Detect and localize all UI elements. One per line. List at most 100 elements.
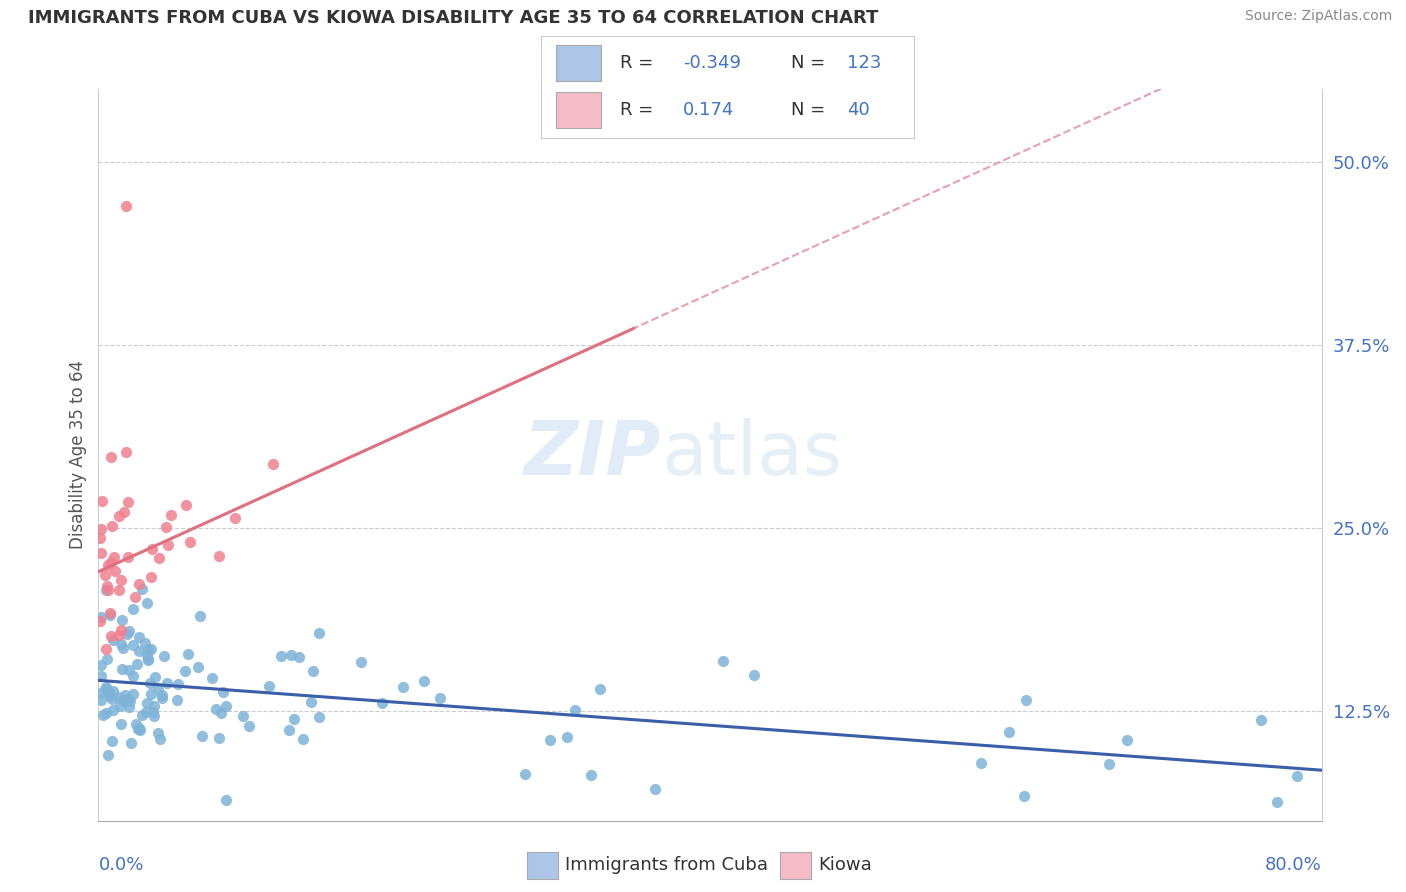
Point	[143, 698, 166, 713]
Point	[138, 643, 160, 657]
Point	[513, 767, 536, 781]
Point	[97, 685, 120, 699]
Point	[103, 684, 125, 698]
Point	[115, 627, 138, 641]
Point	[98, 690, 121, 704]
Point	[191, 729, 214, 743]
Point	[128, 577, 150, 591]
Point	[89, 614, 111, 628]
Point	[208, 731, 231, 745]
Point	[96, 680, 118, 694]
Bar	[557, 92, 600, 128]
Bar	[557, 45, 600, 81]
Text: Kiowa: Kiowa	[818, 856, 872, 874]
Text: 80.0%: 80.0%	[1265, 855, 1322, 873]
Point	[301, 664, 323, 678]
Point	[136, 653, 159, 667]
Point	[110, 637, 132, 651]
Point	[143, 670, 166, 684]
Point	[429, 690, 451, 705]
Point	[101, 633, 124, 648]
Point	[122, 669, 145, 683]
Point	[998, 725, 1021, 739]
Point	[1012, 789, 1035, 804]
Point	[100, 555, 122, 569]
Point	[350, 656, 373, 670]
Point	[97, 583, 120, 598]
Point	[101, 518, 124, 533]
Point	[139, 687, 162, 701]
Point	[135, 648, 157, 662]
Point	[134, 636, 156, 650]
Point	[96, 652, 118, 666]
Point	[1250, 713, 1272, 727]
Point	[188, 609, 211, 624]
Point	[166, 676, 188, 690]
Point	[101, 692, 124, 706]
Point	[538, 733, 561, 747]
Point	[108, 508, 131, 523]
Point	[157, 537, 180, 551]
Point	[270, 649, 292, 664]
Point	[308, 709, 330, 723]
Text: 40: 40	[846, 101, 869, 119]
Point	[291, 731, 314, 746]
Point	[263, 457, 285, 471]
Point	[208, 549, 231, 563]
Point	[94, 582, 117, 597]
Point	[103, 549, 125, 564]
Point	[107, 690, 129, 704]
Point	[155, 519, 177, 533]
Point	[131, 582, 153, 597]
Point	[122, 687, 145, 701]
Point	[94, 682, 117, 697]
Point	[111, 614, 134, 628]
Point	[174, 498, 197, 512]
Point	[112, 694, 135, 708]
Point	[120, 736, 142, 750]
Point	[150, 691, 173, 706]
Point	[742, 668, 765, 682]
Point	[114, 688, 136, 702]
Point	[215, 698, 238, 713]
Point	[136, 652, 159, 666]
Point	[90, 522, 112, 536]
Point	[257, 679, 280, 693]
Point	[299, 695, 322, 709]
Point	[149, 732, 172, 747]
Point	[177, 647, 200, 661]
Point	[101, 733, 124, 747]
Point	[108, 699, 131, 714]
Point	[97, 686, 120, 700]
Point	[1116, 733, 1139, 747]
Point	[148, 681, 170, 695]
Point	[100, 629, 122, 643]
Text: Immigrants from Cuba: Immigrants from Cuba	[565, 856, 768, 874]
Point	[711, 654, 734, 668]
Text: R =: R =	[620, 101, 658, 119]
Text: 0.0%: 0.0%	[98, 855, 143, 873]
Point	[128, 721, 150, 735]
Point	[135, 705, 157, 719]
Point	[122, 602, 145, 616]
Point	[108, 628, 131, 642]
Point	[209, 706, 232, 720]
Point	[97, 747, 120, 762]
Point	[1265, 795, 1288, 809]
Point	[644, 781, 666, 796]
Point	[141, 642, 163, 657]
Point	[588, 682, 610, 697]
Point	[179, 535, 201, 549]
Point	[139, 676, 162, 690]
Point	[124, 591, 146, 605]
Point	[146, 726, 169, 740]
Y-axis label: Disability Age 35 to 64: Disability Age 35 to 64	[69, 360, 87, 549]
Text: Source: ZipAtlas.com: Source: ZipAtlas.com	[1244, 9, 1392, 23]
Point	[90, 546, 112, 560]
Point	[89, 531, 111, 545]
Point	[127, 722, 149, 736]
Point	[277, 723, 299, 738]
Text: N =: N =	[792, 101, 831, 119]
Point	[131, 708, 153, 723]
Point	[118, 700, 141, 714]
